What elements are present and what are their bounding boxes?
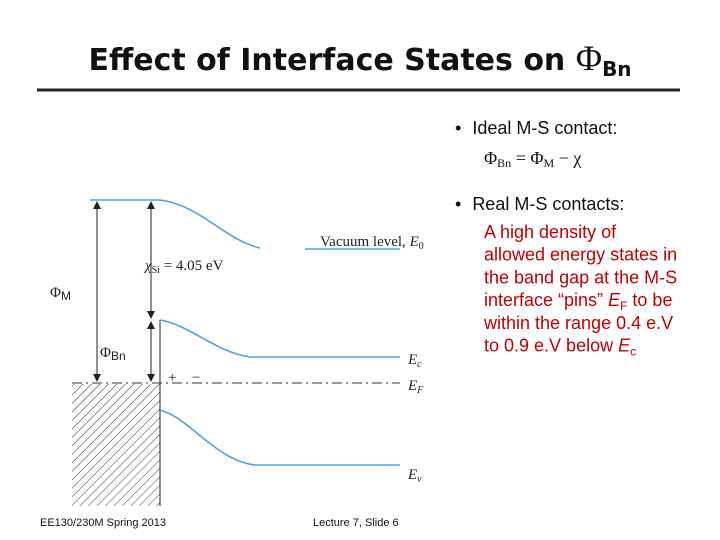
bullet-2: • Real M-S contacts: [455,194,624,214]
body-text: within the range 0.4 e.V [483,313,673,333]
label-sub: M [61,289,71,303]
label-symbol: χ [143,258,152,274]
body-text: interface “pins” [484,290,608,310]
body-text: to 0.9 e.V below [484,336,618,356]
body-line: within the range 0.4 e.V [483,313,673,333]
ec-label: Ec [407,352,422,370]
chi-label: χSi = 4.05 eV [143,258,224,276]
body-text: A high density of [484,222,617,242]
title-subscript: Bn [602,57,631,81]
footer-course: EE130/230M Spring 2013 [40,517,166,529]
bullet-text: Ideal M-S contact: [472,118,617,138]
label-symbol: E [409,234,419,250]
label-sub: 0 [419,241,424,252]
body-sub: F [620,299,627,313]
plus-label: + [168,370,176,386]
formula: ΦBn = ΦM − χ [484,148,581,170]
label-symbol: Φ [100,345,111,361]
label-sub: c [417,359,422,370]
body-line: interface “pins” EF to be [484,290,672,313]
body-text: to be [627,290,672,310]
label-sub: v [417,474,422,485]
body-line: allowed energy states in [484,245,677,265]
ef-label: EF [407,378,424,396]
phi-m-label: ΦM [50,285,71,303]
body-symbol: E [608,290,621,310]
formula-part: Φ [484,148,497,168]
formula-sub: Bn [497,156,511,170]
title: Effect of Interface States on ΦBn [88,38,631,81]
body-sub: c [630,345,636,359]
label-sub: F [416,385,424,396]
body-line: to 0.9 e.V below Ec [484,336,636,359]
minus-label: − [192,370,200,386]
label-symbol: E [407,467,417,483]
vacuum-label: Vacuum level, E0 [320,234,424,252]
label-symbol: E [407,352,417,368]
title-symbol: Φ [576,38,602,78]
title-text: Effect of Interface States on [88,43,575,78]
body-text: allowed energy states in [484,245,677,265]
body-symbol: E [618,336,631,356]
metal [72,384,160,506]
body-line: A high density of [484,222,617,242]
bullet-text: Real M-S contacts: [472,194,624,214]
formula-sub: M [544,156,555,170]
footer-slide: Lecture 7, Slide 6 [313,517,399,529]
label-symbol: E [407,378,417,394]
formula-part: − χ [554,148,581,168]
body-line: the band gap at the M-S [484,267,677,287]
valence-band [159,409,400,466]
phi-bn-label: ΦBn [100,345,126,363]
formula-part: = Φ [511,148,543,168]
label-text: = 4.05 eV [160,258,224,274]
ev-label: Ev [407,467,422,485]
body-text: the band gap at the M-S [484,267,677,287]
bullet-2-body: A high density of allowed energy states i… [483,222,677,359]
vacuum-bend [159,199,261,249]
conduction-band [159,319,400,358]
bullet-1: • Ideal M-S contact: [455,118,617,138]
label-sub: Bn [111,349,126,363]
label-symbol: Φ [50,285,61,301]
label-sub: Si [152,265,161,276]
label-text: Vacuum level, [320,234,410,250]
